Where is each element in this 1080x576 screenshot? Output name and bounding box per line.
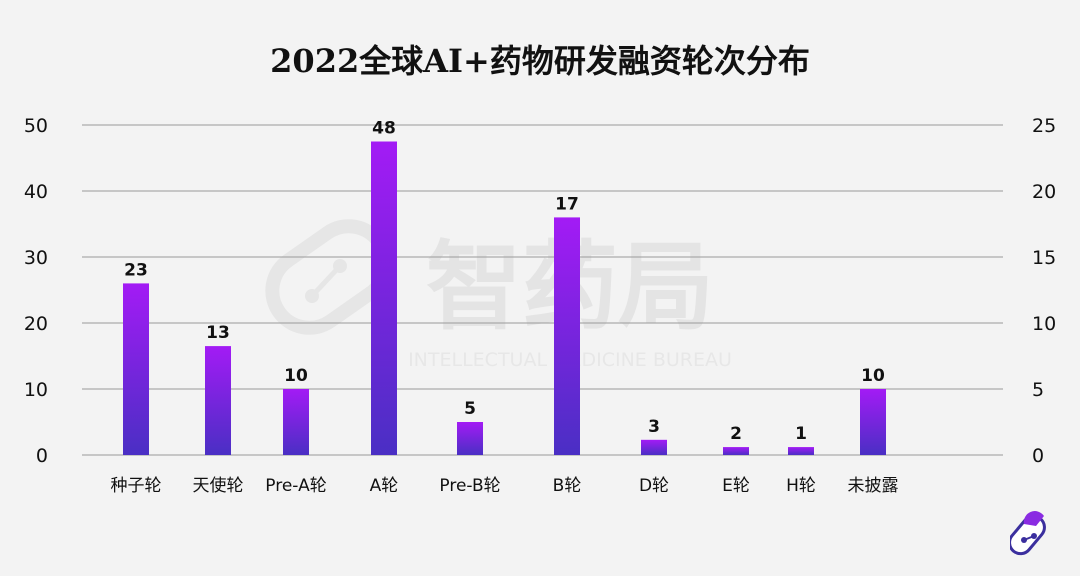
left-tick-label: 0 <box>36 445 48 467</box>
bar <box>641 439 667 455</box>
gridlines <box>82 124 1003 456</box>
right-tick-label: 10 <box>1032 313 1056 335</box>
right-tick-label: 0 <box>1032 445 1044 467</box>
watermark: 智药局 INTELLECTUAL MEDICINE BUREAU <box>265 219 732 371</box>
data-label: 10 <box>861 366 885 386</box>
bar <box>283 389 309 455</box>
bar <box>788 447 814 455</box>
right-tick-label: 20 <box>1032 181 1056 203</box>
data-label: 3 <box>648 417 660 437</box>
bar <box>457 422 483 455</box>
right-axis: 0 5 10 15 20 25 <box>1032 115 1056 467</box>
x-axis-labels: 种子轮 天使轮 Pre-A轮 A轮 Pre-B轮 B轮 D轮 E轮 H轮 未披露 <box>111 475 899 496</box>
brand-logo-icon <box>1010 511 1046 556</box>
x-tick-label: 种子轮 <box>111 476 162 496</box>
bar <box>123 283 149 455</box>
x-tick-label: D轮 <box>639 476 669 496</box>
x-tick-label: B轮 <box>553 476 582 496</box>
x-tick-label: 未披露 <box>848 476 899 496</box>
bar <box>723 447 749 455</box>
left-tick-label: 40 <box>24 181 48 203</box>
data-label: 13 <box>206 323 230 343</box>
data-label: 1 <box>795 424 807 444</box>
data-label: 5 <box>464 399 476 419</box>
chart-title: 2022全球AI+药物研发融资轮次分布 <box>270 42 810 80</box>
x-tick-label: 天使轮 <box>193 475 244 496</box>
x-tick-label: E轮 <box>722 476 750 496</box>
left-tick-label: 20 <box>24 313 48 335</box>
bar <box>205 346 231 455</box>
x-tick-label: Pre-B轮 <box>439 476 500 496</box>
right-tick-label: 5 <box>1032 379 1044 401</box>
data-label: 17 <box>555 194 579 214</box>
data-label: 2 <box>730 424 742 444</box>
x-tick-label: Pre-A轮 <box>265 476 326 496</box>
right-tick-label: 25 <box>1032 115 1056 137</box>
bars <box>123 141 886 455</box>
bar <box>860 389 886 455</box>
bar <box>371 141 397 455</box>
left-tick-label: 50 <box>24 115 48 137</box>
left-tick-label: 30 <box>24 247 48 269</box>
left-tick-label: 10 <box>24 379 48 401</box>
bar <box>554 217 580 455</box>
data-label: 10 <box>284 366 308 386</box>
x-tick-label: A轮 <box>370 476 399 496</box>
data-label: 48 <box>372 119 396 139</box>
data-labels: 23 13 10 48 5 17 3 2 1 10 <box>124 119 885 445</box>
right-tick-label: 15 <box>1032 247 1056 269</box>
x-tick-label: H轮 <box>786 476 816 496</box>
left-axis: 0 10 20 30 40 50 <box>24 115 48 467</box>
data-label: 23 <box>124 260 148 280</box>
